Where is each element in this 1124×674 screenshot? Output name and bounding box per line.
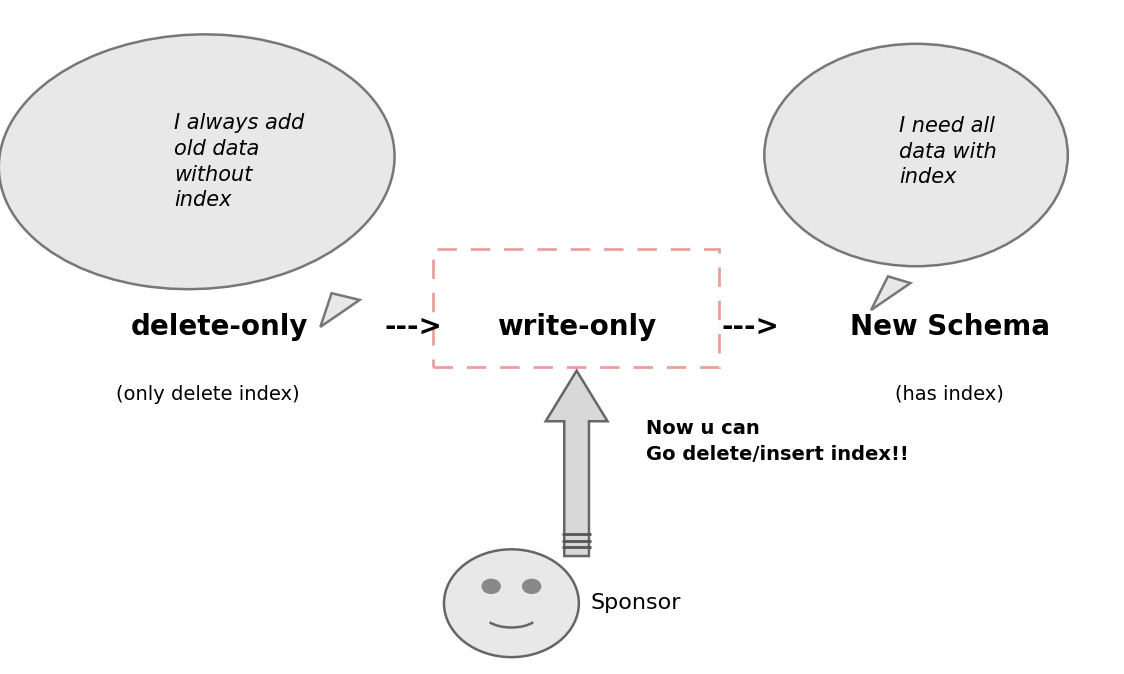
Text: Now u can
Go delete/insert index!!: Now u can Go delete/insert index!! (646, 419, 909, 464)
FancyArrow shape (546, 371, 607, 556)
Text: --->: ---> (722, 313, 780, 341)
Ellipse shape (0, 34, 395, 289)
Text: (has index): (has index) (896, 385, 1004, 404)
Text: New Schema: New Schema (850, 313, 1050, 341)
Ellipse shape (523, 580, 541, 593)
Text: I always add
old data
without
index: I always add old data without index (174, 113, 305, 210)
Text: Sponsor: Sponsor (590, 593, 681, 613)
Text: --->: ---> (384, 313, 443, 341)
Text: I need all
data with
index: I need all data with index (899, 116, 997, 187)
Polygon shape (871, 276, 910, 310)
Bar (433, 249, 719, 367)
Text: (only delete index): (only delete index) (116, 385, 300, 404)
Ellipse shape (444, 549, 579, 657)
Text: write-only: write-only (497, 313, 656, 341)
Text: delete-only: delete-only (130, 313, 308, 341)
Polygon shape (320, 293, 360, 327)
Ellipse shape (764, 44, 1068, 266)
Ellipse shape (482, 580, 500, 593)
